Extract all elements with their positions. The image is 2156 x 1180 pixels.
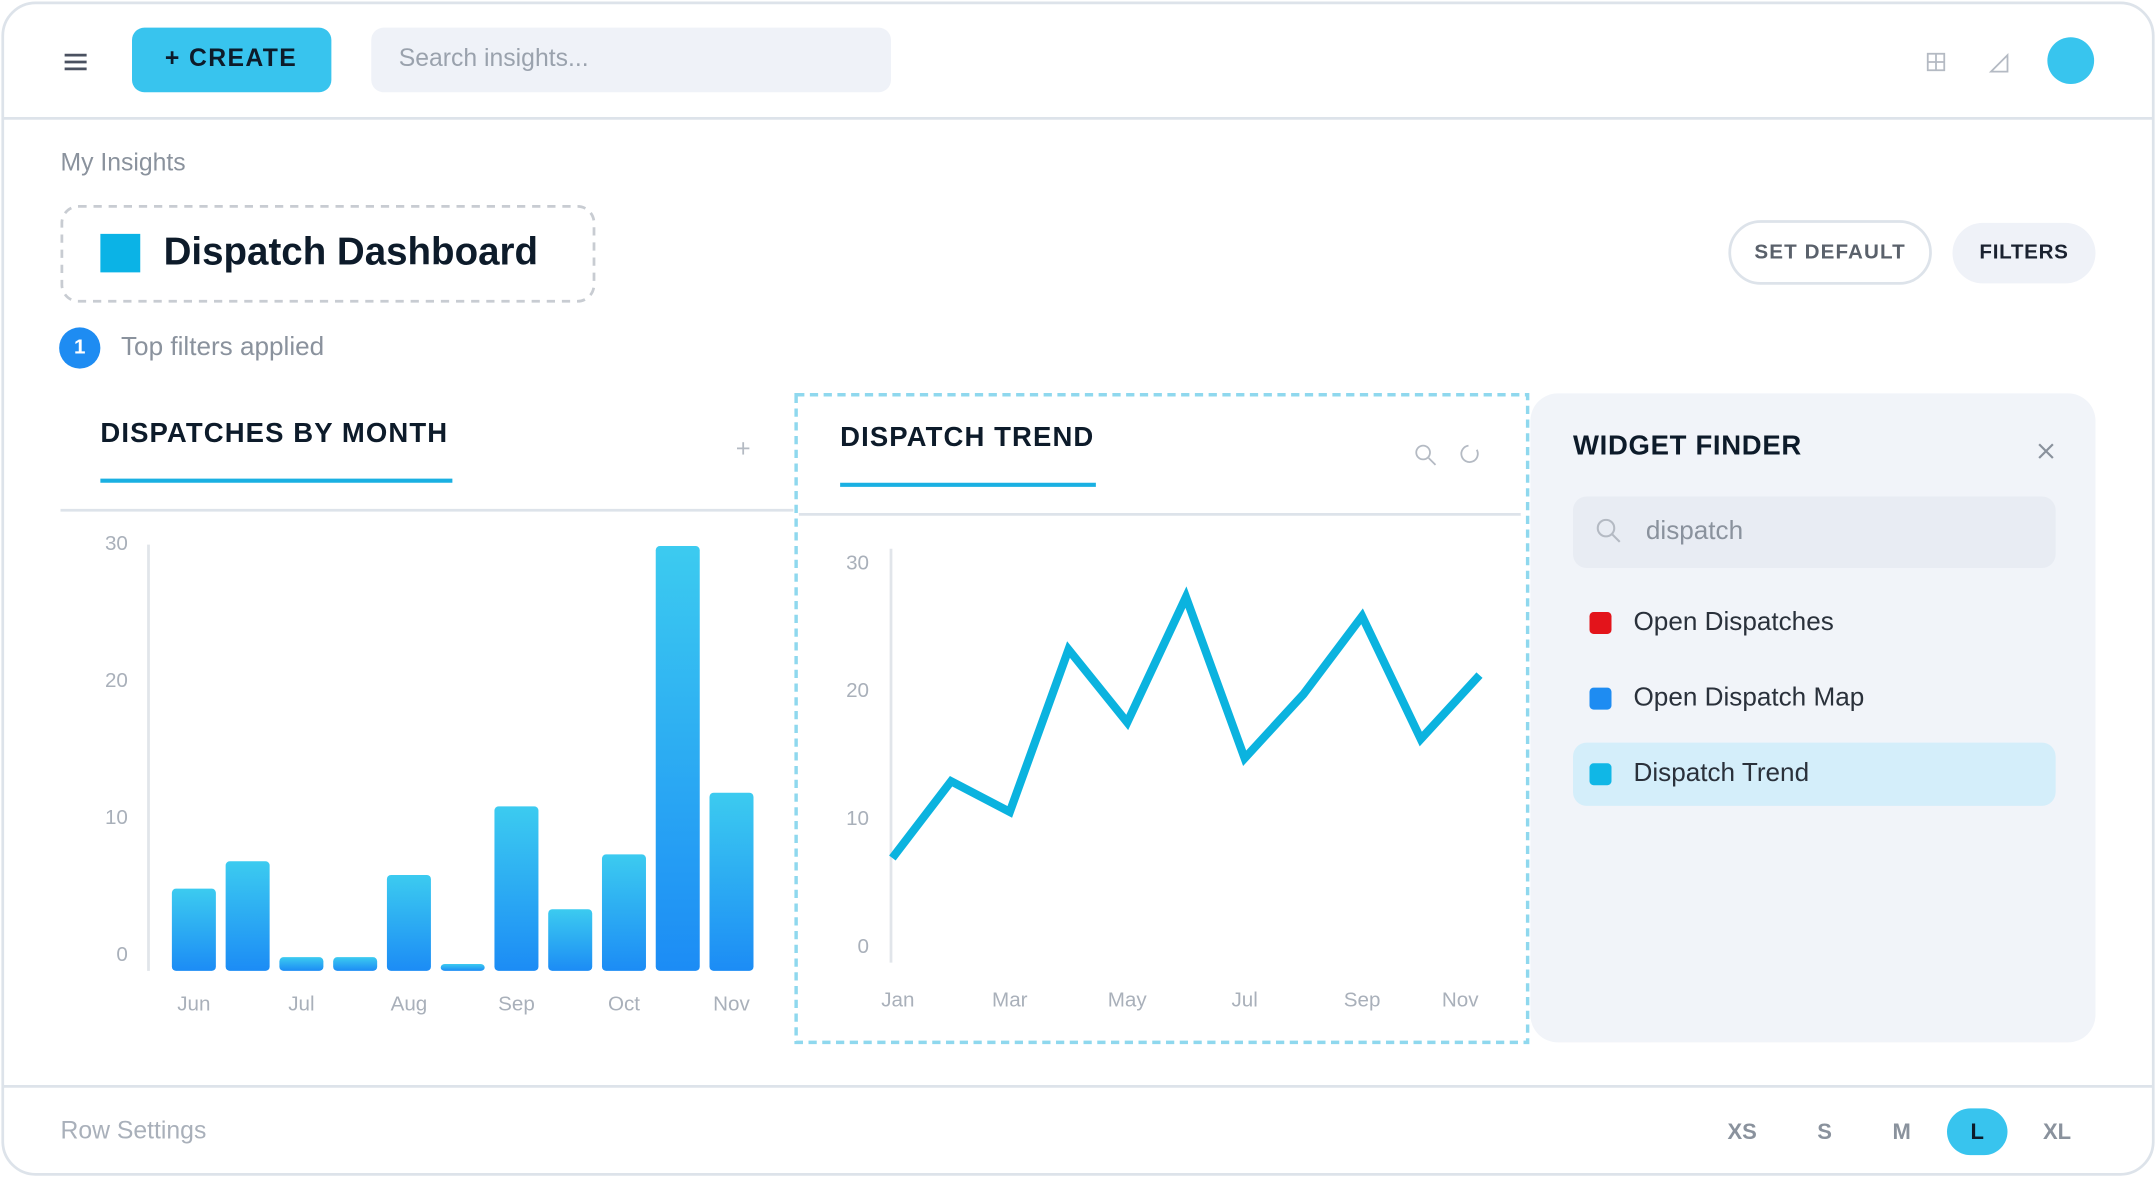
x-tick-label: May [1108,989,1148,1012]
search-box[interactable] [371,27,891,93]
bar [601,854,646,971]
widget-title: DISPATCH TREND [840,421,1094,452]
y-tick-label: 10 [105,806,128,829]
finder-search[interactable] [1573,496,2056,569]
y-tick-label: 0 [858,935,869,958]
x-tick-label: Oct [608,993,640,1016]
size-option[interactable]: L [1971,1119,1984,1144]
zoom-icon[interactable] [1415,444,1437,466]
bar [548,909,593,971]
tab-underline [100,478,453,483]
create-label: + CREATE [165,45,297,72]
finder-item[interactable]: Open Dispatches [1634,606,1834,636]
create-button[interactable] [132,27,332,93]
breadcrumb[interactable]: My Insights [61,149,186,176]
dashboard-title[interactable]: Dispatch Dashboard [164,231,538,274]
finder-title: WIDGET FINDER [1573,429,1802,460]
signal-icon[interactable] [1988,52,2009,73]
size-option[interactable]: M [1892,1119,1910,1144]
x-tick-label: Jul [288,993,314,1016]
y-tick-label: 0 [116,943,127,966]
finder-item[interactable]: Dispatch Trend [1634,757,1810,787]
selected-widget-frame [794,393,1530,1045]
finder-search-value: dispatch [1646,515,1743,545]
item-swatch [1589,763,1612,786]
selected-size-bg [1947,1108,2008,1156]
tab-underline [840,482,1096,487]
size-option[interactable]: XS [1727,1119,1756,1144]
widget-finder-panel [1530,393,2096,1043]
size-option[interactable]: XL [2043,1119,2071,1144]
x-tick-label: Aug [391,993,428,1016]
filter-text: Top filters applied [121,331,324,361]
y-tick-label: 30 [846,551,869,574]
y-tick-label: 30 [105,532,128,555]
x-tick-label: Mar [992,989,1028,1012]
bar [333,957,378,971]
bar [171,888,216,971]
bar [709,792,754,971]
refresh-icon[interactable] [1460,444,1479,463]
x-tick-label: Jul [1231,989,1257,1012]
y-tick-label: 20 [846,679,869,702]
set-default-label: SET DEFAULT [1754,241,1905,264]
selected-item-bg [1573,742,2056,806]
x-tick-label: Nov [713,993,750,1016]
filters-label: FILTERS [1979,241,2068,264]
close-icon[interactable] [2038,443,2054,459]
bar [440,964,485,971]
bar [494,806,539,971]
x-tick-label: Jun [177,993,210,1016]
widget-title: DISPATCHES BY MONTH [100,417,448,448]
bar-chart: 0 10 20 30 Jun Jul Aug Sep Oct Nov [105,532,754,1016]
bar [655,546,700,971]
finder-list: Open Dispatches Open Dispatch Map Dispatch… [1573,606,2056,806]
size-selector: XS S M L XL [1727,1108,2071,1156]
filter-count: 1 [74,335,85,358]
y-tick-label: 20 [105,669,128,692]
set-default-button[interactable] [1728,220,1932,285]
size-option[interactable]: S [1817,1119,1832,1144]
bar [225,861,270,971]
item-swatch [1589,612,1612,634]
filters-button[interactable] [1952,222,2096,284]
finder-item[interactable]: Open Dispatch Map [1634,682,1865,712]
y-tick-label: 10 [846,807,869,830]
search-placeholder: Search insights... [399,45,589,72]
trend-line [889,586,1483,861]
row-settings-label: Row Settings [61,1117,207,1144]
title-swatch [100,233,141,273]
x-tick-label: Sep [1344,989,1381,1012]
x-tick-label: Jan [881,989,914,1012]
title-frame [60,204,596,303]
grid-icon[interactable] [1926,52,1946,72]
add-icon[interactable] [737,442,750,455]
avatar[interactable] [2047,37,2095,84]
x-tick-label: Nov [1442,989,1479,1012]
menu-icon[interactable] [64,53,87,71]
line-chart: 0 10 20 30 Jan Mar May Jul Sep Nov [846,548,1483,1012]
filter-badge [59,327,101,369]
bar [279,957,324,971]
bar [386,874,431,971]
search-icon [1596,518,1621,543]
item-swatch [1589,687,1612,710]
x-tick-label: Sep [498,993,535,1016]
